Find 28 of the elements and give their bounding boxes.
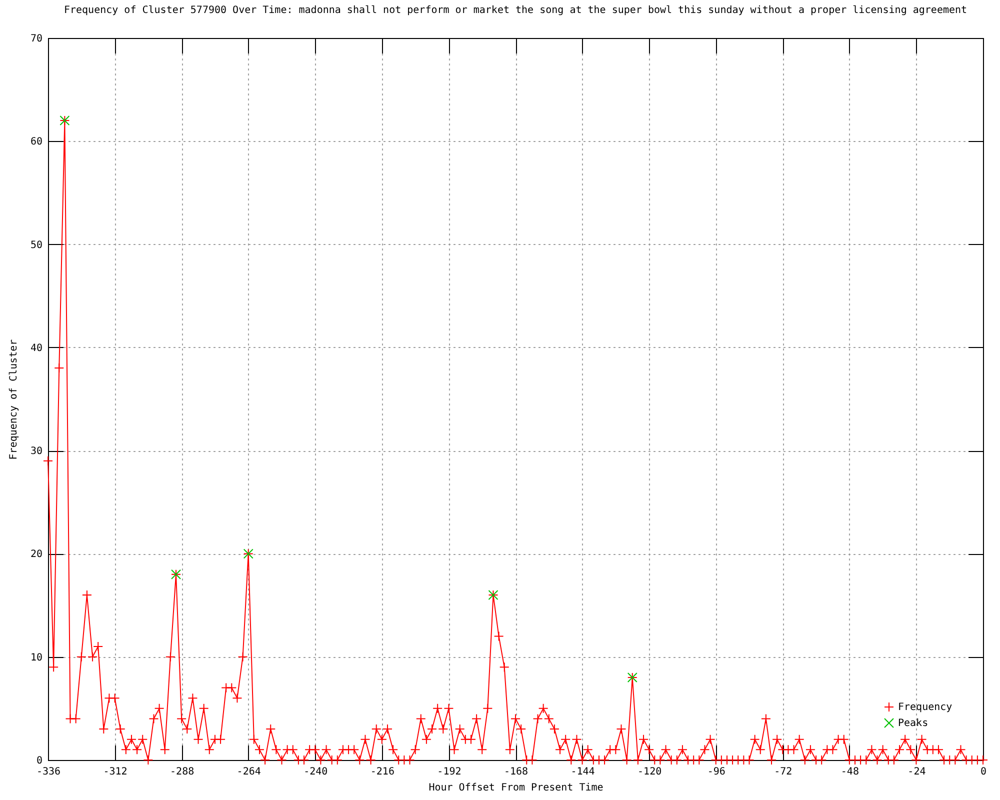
x-axis-title: Hour Offset From Present Time — [428, 782, 604, 794]
x-tick-label: -336 — [36, 766, 61, 778]
y-tick-label: 20 — [30, 549, 42, 560]
x-tick-label: -96 — [707, 766, 726, 778]
y-axis-title: Frequency of Cluster — [8, 339, 20, 460]
y-tick-label: 10 — [30, 652, 42, 664]
y-tick-label: 70 — [30, 34, 42, 44]
x-tick-label: -120 — [638, 766, 662, 778]
legend-label: Frequency — [898, 702, 952, 713]
x-tick-label: -168 — [504, 766, 528, 778]
x-tick-label: 0 — [980, 766, 987, 778]
x-tick-label: -264 — [236, 766, 261, 778]
x-tick-label: -216 — [370, 766, 394, 778]
x-tick-label: -144 — [570, 766, 595, 778]
x-tick-label: -48 — [840, 766, 859, 778]
x-tick-label: -312 — [103, 766, 128, 778]
y-tick-label: 50 — [30, 240, 42, 251]
x-tick-label: -288 — [170, 766, 194, 778]
x-tick-label: -72 — [774, 766, 792, 778]
x-tick-label: -192 — [437, 766, 462, 778]
y-tick-label: 60 — [30, 136, 42, 148]
x-tick-label: -240 — [304, 766, 328, 778]
y-tick-label: 0 — [36, 756, 42, 766]
chart-title: Frequency of Cluster 577900 Over Time: madonna shall not perform or market the song at the super bowl this sunday without a proper licensing agreement — [64, 5, 968, 16]
y-tick-label: 30 — [30, 446, 42, 458]
y-tick-label: 40 — [30, 342, 42, 354]
x-tick-label: -24 — [908, 766, 926, 778]
legend-label: Peaks — [898, 718, 928, 729]
